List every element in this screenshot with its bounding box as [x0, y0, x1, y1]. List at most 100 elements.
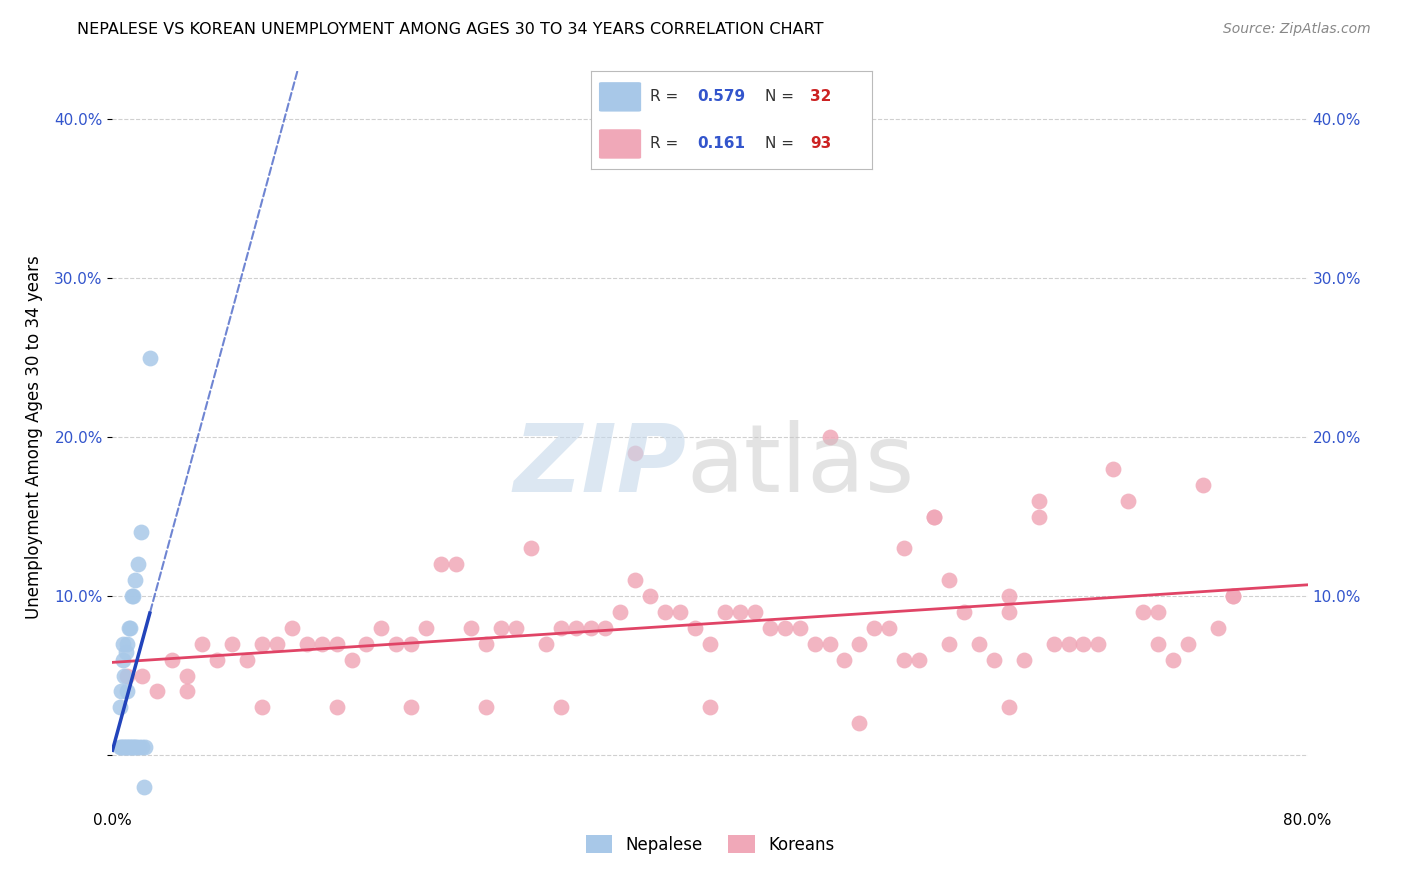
Point: [505, 621, 527, 635]
Point: [108, 740, 131, 755]
Point: [550, 621, 572, 635]
Point: [401, 700, 423, 714]
Point: [803, 637, 825, 651]
Point: [128, 740, 150, 755]
Text: atlas: atlas: [686, 420, 914, 512]
Point: [1222, 589, 1244, 603]
Point: [114, 740, 135, 755]
Point: [122, 740, 145, 755]
Point: [654, 605, 676, 619]
Point: [415, 621, 437, 635]
Point: [879, 621, 901, 635]
Point: [117, 684, 139, 698]
Point: [460, 621, 482, 635]
Point: [922, 509, 945, 524]
Point: [1206, 621, 1229, 635]
Point: [714, 605, 737, 619]
Point: [124, 573, 146, 587]
Point: [938, 637, 960, 651]
Point: [834, 653, 856, 667]
Point: [221, 637, 243, 651]
Point: [1192, 477, 1215, 491]
Point: [121, 740, 143, 755]
Point: [967, 637, 990, 651]
Point: [624, 573, 647, 587]
Legend: Nepalese, Koreans: Nepalese, Koreans: [579, 829, 841, 860]
Point: [1118, 493, 1140, 508]
Text: N =: N =: [765, 136, 799, 152]
Point: [699, 637, 721, 651]
Point: [110, 740, 132, 755]
Point: [250, 637, 273, 651]
Point: [624, 446, 647, 460]
Point: [325, 700, 347, 714]
Point: [759, 621, 782, 635]
Point: [789, 621, 811, 635]
Point: [998, 700, 1021, 714]
FancyBboxPatch shape: [599, 82, 641, 112]
Point: [1073, 637, 1095, 651]
Point: [139, 351, 162, 365]
Point: [117, 668, 139, 682]
Point: [773, 621, 796, 635]
Point: [938, 573, 960, 587]
Text: 93: 93: [810, 136, 831, 152]
Point: [609, 605, 631, 619]
Point: [683, 621, 706, 635]
Point: [564, 621, 586, 635]
Point: [385, 637, 408, 651]
Point: [125, 740, 148, 755]
Point: [848, 716, 870, 731]
Point: [430, 558, 453, 572]
Point: [110, 684, 132, 698]
Point: [370, 621, 392, 635]
Point: [114, 668, 135, 682]
Point: [1132, 605, 1154, 619]
Point: [818, 637, 841, 651]
Point: [922, 509, 945, 524]
Point: [1042, 637, 1064, 651]
Text: 32: 32: [810, 89, 831, 104]
Point: [131, 668, 153, 682]
Point: [534, 637, 557, 651]
Point: [115, 740, 138, 755]
Point: [127, 558, 149, 572]
Text: 0.579: 0.579: [697, 89, 745, 104]
Text: NEPALESE VS KOREAN UNEMPLOYMENT AMONG AGES 30 TO 34 YEARS CORRELATION CHART: NEPALESE VS KOREAN UNEMPLOYMENT AMONG AG…: [77, 22, 824, 37]
Point: [117, 740, 139, 755]
Point: [118, 740, 141, 755]
Point: [475, 637, 498, 651]
Point: [266, 637, 288, 651]
Text: ZIP: ZIP: [513, 420, 686, 512]
Point: [520, 541, 543, 556]
Point: [111, 740, 134, 755]
Point: [669, 605, 692, 619]
Point: [848, 637, 870, 651]
Point: [134, 740, 156, 755]
Point: [111, 653, 134, 667]
Point: [595, 621, 617, 635]
Point: [176, 684, 198, 698]
Point: [998, 589, 1021, 603]
Point: [640, 589, 662, 603]
Point: [311, 637, 333, 651]
Point: [550, 700, 572, 714]
Point: [489, 621, 512, 635]
Point: [1161, 653, 1184, 667]
Point: [129, 525, 152, 540]
Point: [893, 541, 915, 556]
FancyBboxPatch shape: [599, 129, 641, 159]
Point: [1102, 462, 1125, 476]
Point: [1147, 605, 1170, 619]
Point: [728, 605, 751, 619]
Point: [191, 637, 214, 651]
Text: Source: ZipAtlas.com: Source: ZipAtlas.com: [1223, 22, 1371, 37]
Point: [176, 668, 198, 682]
Point: [908, 653, 931, 667]
Point: [401, 637, 423, 651]
Point: [162, 653, 183, 667]
Text: N =: N =: [765, 89, 799, 104]
Point: [281, 621, 304, 635]
Point: [120, 621, 142, 635]
Point: [120, 740, 142, 755]
